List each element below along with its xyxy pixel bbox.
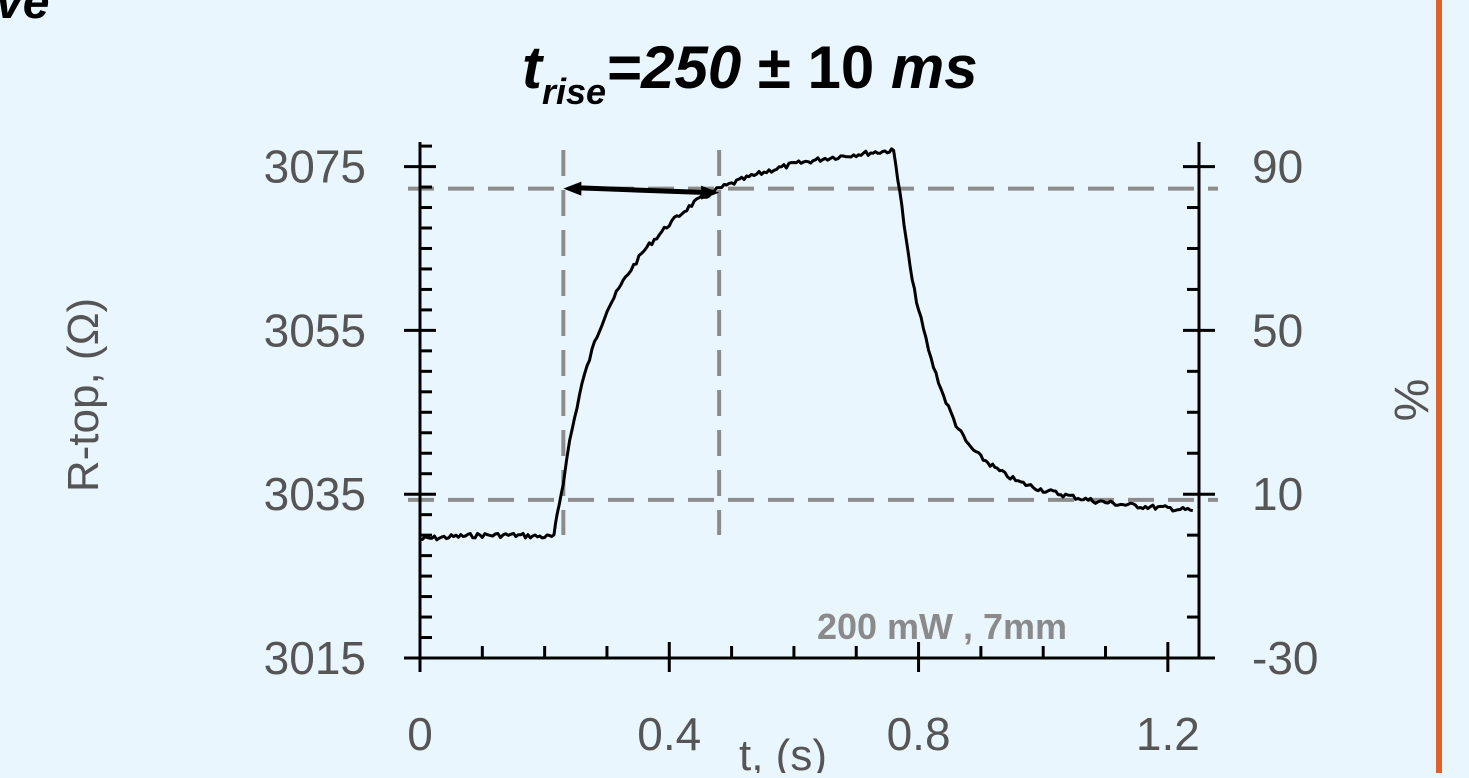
x-tick-label: 0.8 [887, 708, 951, 760]
tick-marks [404, 144, 1215, 672]
y2-tick-label: 50 [1252, 304, 1303, 356]
y-tick-label: 3075 [264, 141, 366, 193]
series-layer [419, 147, 1194, 542]
y2-tick-label: 10 [1252, 468, 1303, 520]
y2-axis-label: % [1386, 379, 1439, 422]
title-eq: = [606, 34, 641, 101]
y-tick-label: 3055 [264, 304, 366, 356]
title-unit: ms [891, 34, 978, 101]
title-value: 250 [640, 34, 741, 101]
resistance-trace [419, 147, 1194, 542]
rise-arrow-head-left [563, 181, 582, 196]
y-axis-label: R-top, (Ω) [59, 298, 108, 492]
condition-annotation: 200 mW , 7mm [817, 606, 1067, 647]
accent-divider [1436, 0, 1442, 773]
axes [418, 142, 1201, 660]
corner-title-fragment: ve [0, 0, 49, 29]
chart-title: trise=250 ± 10 ms [522, 34, 978, 112]
x-axis-label: t, (s) [739, 731, 827, 773]
rise-arrow-head-right [701, 185, 720, 200]
rise-arrow [563, 181, 720, 200]
y2-tick-label: -30 [1252, 632, 1318, 684]
y-tick-label: 3015 [264, 632, 366, 684]
tick-labels: 3015 3035 3055 3075 -30 10 50 90 0 0.4 0.8 1.2 [264, 141, 1319, 760]
title-t: t [522, 34, 545, 101]
y2-tick-label: 90 [1252, 141, 1303, 193]
title-sub: rise [542, 71, 606, 112]
x-tick-label: 0.4 [637, 708, 701, 760]
reference-lines [408, 150, 1218, 535]
rise-arrow-shaft [573, 185, 710, 196]
x-tick-label: 1.2 [1136, 708, 1200, 760]
y-tick-label: 3035 [264, 468, 366, 520]
x-tick-label: 0 [407, 708, 433, 760]
title-pm: ± 10 [741, 34, 891, 101]
